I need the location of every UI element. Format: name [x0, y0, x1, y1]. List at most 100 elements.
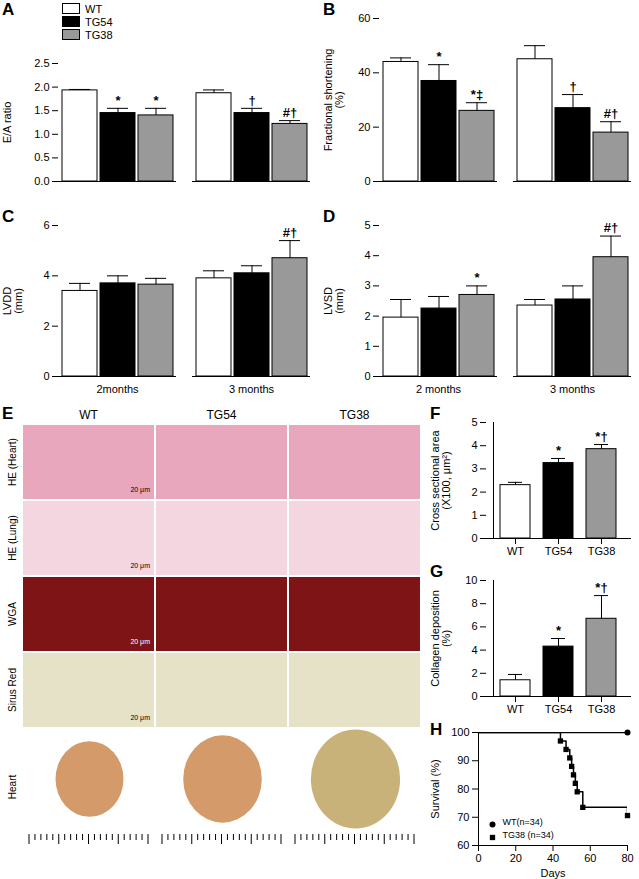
svg-text:*: *: [474, 270, 480, 285]
html-text:D: D: [323, 207, 336, 226]
svg-text:LVDD(mm): LVDD(mm): [1, 287, 24, 316]
svg-text:Heart: Heart: [7, 775, 18, 800]
svg-text:Fractional shortening(%): Fractional shortening(%): [322, 49, 345, 152]
svg-text:20: 20: [510, 852, 522, 864]
html-text:A: A: [2, 0, 15, 19]
svg-text:20 μm: 20 μm: [130, 638, 150, 646]
svg-text:4: 4: [43, 269, 49, 281]
svg-text:WT: WT: [507, 703, 524, 715]
html-text:WT: WT: [85, 2, 103, 15]
svg-text:*: *: [556, 443, 562, 458]
svg-text:3: 3: [471, 462, 477, 474]
svg-text:TG38: TG38: [588, 703, 616, 715]
svg-text:20 μm: 20 μm: [130, 714, 150, 722]
svg-text:†: †: [569, 79, 576, 94]
svg-text:3 months: 3 months: [550, 383, 596, 395]
html-text:TG38: TG38: [85, 28, 113, 41]
svg-text:2: 2: [43, 320, 49, 332]
svg-text:40: 40: [358, 66, 370, 78]
svg-text:1: 1: [364, 340, 370, 352]
svg-text:*†: *†: [595, 429, 607, 444]
svg-text:6: 6: [471, 620, 477, 632]
svg-text:0: 0: [364, 370, 370, 382]
svg-text:0: 0: [43, 370, 49, 382]
svg-text:60: 60: [584, 852, 596, 864]
svg-text:#†: #†: [604, 106, 618, 121]
svg-text:1.5: 1.5: [34, 104, 49, 116]
svg-text:†: †: [248, 93, 255, 108]
svg-text:Sirus Red: Sirus Red: [7, 668, 18, 712]
svg-text:E/A ratio: E/A ratio: [1, 102, 13, 144]
svg-text:TG38: TG38: [588, 545, 616, 557]
svg-text:40: 40: [547, 852, 559, 864]
svg-text:Collagen deposition(%): Collagen deposition(%): [429, 590, 452, 687]
svg-text:5: 5: [471, 416, 477, 428]
svg-text:80: 80: [621, 852, 633, 864]
svg-text:#†: #†: [283, 225, 297, 240]
svg-text:20 μm: 20 μm: [130, 562, 150, 570]
svg-text:4: 4: [471, 439, 477, 451]
svg-text:3: 3: [364, 279, 370, 291]
html-text:C: C: [2, 207, 15, 226]
svg-text:TG54: TG54: [545, 545, 573, 557]
svg-text:2: 2: [471, 667, 477, 679]
svg-text:2.5: 2.5: [34, 57, 49, 69]
svg-text:2: 2: [471, 486, 477, 498]
svg-text:TG38 (n=34): TG38 (n=34): [503, 830, 554, 840]
svg-text:0: 0: [471, 690, 477, 702]
svg-text:*: *: [436, 49, 442, 64]
svg-text:5: 5: [364, 219, 370, 231]
svg-text:80: 80: [457, 783, 469, 795]
svg-text:HE (Lung): HE (Lung): [7, 515, 18, 561]
svg-text:*: *: [115, 93, 121, 108]
html-text:B: B: [323, 0, 336, 19]
svg-text:*: *: [556, 623, 562, 638]
svg-text:8: 8: [471, 597, 477, 609]
svg-text:WT(n=34): WT(n=34): [503, 817, 543, 827]
svg-text:2: 2: [364, 310, 370, 322]
html-text:TG54: TG54: [85, 15, 113, 28]
svg-text:10: 10: [465, 574, 477, 586]
svg-text:WT: WT: [507, 545, 524, 557]
svg-text:6: 6: [43, 219, 49, 231]
svg-text:0.5: 0.5: [34, 151, 49, 163]
html-text:F: F: [430, 404, 441, 423]
svg-text:LVSD(mm): LVSD(mm): [322, 287, 345, 315]
svg-text:3 months: 3 months: [229, 383, 275, 395]
svg-text:HE (Heart): HE (Heart): [7, 438, 18, 486]
svg-text:Survival (%): Survival (%): [429, 759, 441, 818]
svg-text:TG38: TG38: [339, 408, 369, 422]
svg-text:*†: *†: [595, 580, 607, 595]
svg-text:#†: #†: [283, 105, 297, 120]
svg-text:90: 90: [457, 754, 469, 766]
svg-text:20 μm: 20 μm: [130, 486, 150, 494]
svg-text:20: 20: [358, 121, 370, 133]
svg-text:0: 0: [475, 852, 481, 864]
svg-text:Days: Days: [540, 867, 566, 879]
svg-text:WGA: WGA: [7, 602, 18, 626]
svg-text:60: 60: [457, 839, 469, 851]
svg-text:60: 60: [358, 12, 370, 24]
svg-text:#†: #†: [604, 220, 618, 235]
svg-text:TG54: TG54: [545, 703, 573, 715]
svg-text:0: 0: [471, 532, 477, 544]
svg-text:TG54: TG54: [206, 408, 236, 422]
svg-text:2 months: 2 months: [416, 383, 462, 395]
svg-text:4: 4: [471, 644, 477, 656]
html-text:H: H: [430, 720, 443, 739]
svg-text:WT: WT: [79, 408, 98, 422]
svg-text:0: 0: [364, 175, 370, 187]
svg-text:Cross sectional area(X100, μm²: Cross sectional area(X100, μm²): [429, 429, 452, 530]
svg-text:1: 1: [471, 509, 477, 521]
svg-text:2months: 2months: [96, 383, 139, 395]
html-text:G: G: [430, 562, 444, 581]
svg-text:0.0: 0.0: [34, 175, 49, 187]
html-text:E: E: [2, 404, 14, 423]
svg-text:70: 70: [457, 811, 469, 823]
svg-text:2.0: 2.0: [34, 81, 49, 93]
svg-text:100: 100: [451, 726, 469, 738]
svg-text:*‡: *‡: [471, 87, 483, 102]
svg-text:*: *: [153, 93, 159, 108]
svg-text:4: 4: [364, 249, 370, 261]
svg-text:1.0: 1.0: [34, 128, 49, 140]
